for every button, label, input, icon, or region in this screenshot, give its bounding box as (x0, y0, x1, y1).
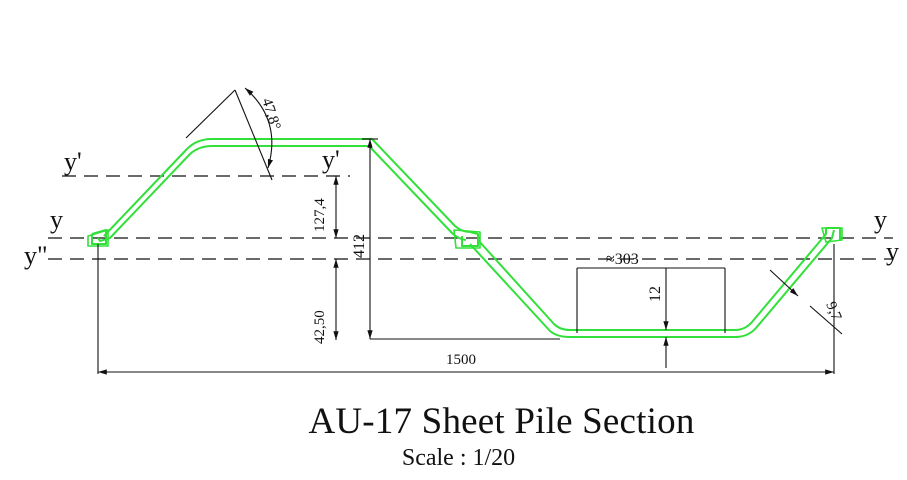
angle-ray-line (185, 89, 236, 139)
sheet-pile-profile (87, 138, 843, 338)
dim-9-line (769, 269, 799, 297)
y-prime-left-label: y' (64, 147, 82, 176)
dim-9-label: 9,7 (822, 300, 844, 324)
axis-labels: y' y' y y y" y (24, 145, 899, 270)
y-double-prime-left-label: y" (24, 241, 48, 270)
dim-12-label: 12 (647, 286, 664, 302)
dim-303-label: ≈303 (606, 251, 639, 268)
dim-127-label: 127,4 (312, 198, 328, 232)
dim-9-tail-line (809, 305, 843, 335)
interlock-right (821, 227, 843, 243)
dim-42-label: 42,50 (312, 310, 328, 344)
interlock-left (87, 229, 109, 247)
y-right-label: y (874, 205, 887, 234)
interlock-middle (453, 229, 481, 249)
y-prime-right-label: y' (322, 145, 340, 174)
dimension-lines (97, 87, 843, 375)
dim-412-label: 412 (351, 234, 368, 258)
dim-1500-label: 1500 (446, 352, 476, 368)
angle-arc (244, 87, 273, 169)
y-double-prime-right-label: y (886, 237, 899, 266)
profile-inner-line (97, 145, 835, 338)
axis-lines (48, 175, 893, 260)
angle-label: 47,8° (258, 96, 283, 132)
profile-outer-line (91, 138, 841, 331)
y-left-label: y (50, 205, 63, 234)
drawing-title: AU-17 Sheet Pile Section (308, 401, 695, 442)
drawing-scale: Scale : 1/20 (401, 445, 516, 471)
